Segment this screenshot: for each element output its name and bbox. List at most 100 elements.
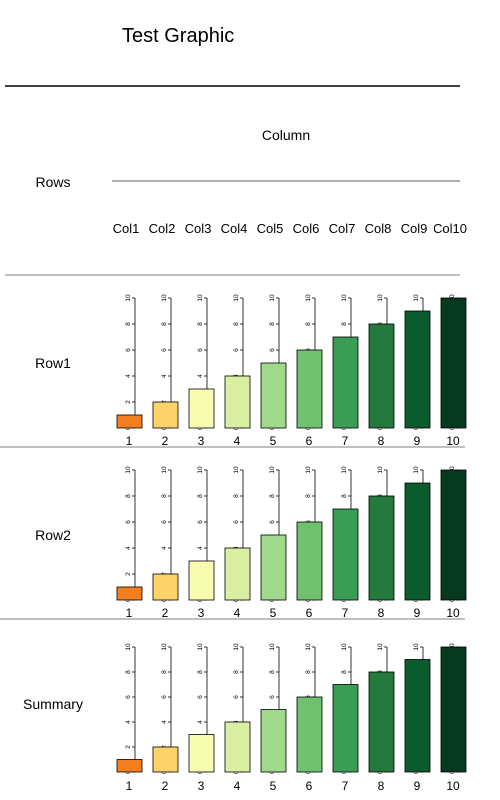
y-tick-label: 10	[125, 643, 132, 651]
y-tick-label: 10	[305, 466, 312, 474]
y-tick-label: 10	[269, 643, 276, 651]
y-tick-label: 6	[197, 348, 204, 352]
bar	[440, 646, 467, 773]
y-tick-label: 6	[161, 695, 168, 699]
bar	[188, 734, 215, 773]
x-tick-label: 3	[198, 606, 205, 620]
y-tick-label: 4	[125, 720, 132, 724]
bar	[404, 482, 431, 601]
y-tick-label: 6	[269, 695, 276, 699]
x-tick-label: 6	[306, 779, 313, 793]
bar	[440, 297, 467, 429]
y-tick-label: 10	[305, 294, 312, 302]
column-label: Col9	[401, 221, 428, 236]
column-label: Col8	[365, 221, 392, 236]
y-tick-label: 10	[161, 466, 168, 474]
y-tick-label: 8	[161, 670, 168, 674]
x-tick-label: 7	[342, 606, 349, 620]
column-label: Col4	[221, 221, 248, 236]
rows-header-title: Rows	[35, 174, 70, 190]
y-tick-label: 6	[269, 520, 276, 524]
column-label: Col1	[113, 221, 140, 236]
row-label: Row1	[35, 355, 71, 371]
y-tick-label: 10	[413, 294, 420, 302]
y-tick-label: 8	[305, 670, 312, 674]
y-tick-label: 8	[233, 670, 240, 674]
y-tick-label: 4	[161, 720, 168, 724]
x-tick-label: 1	[126, 606, 133, 620]
x-tick-label: 9	[414, 606, 421, 620]
x-tick-label: 1	[126, 434, 133, 448]
column-label: Col3	[185, 221, 212, 236]
bar	[260, 534, 287, 601]
row-label: Row2	[35, 527, 71, 543]
x-tick-label: 2	[162, 779, 169, 793]
y-tick-label: 2	[125, 572, 132, 576]
y-tick-label: 6	[233, 695, 240, 699]
x-tick-label: 2	[162, 606, 169, 620]
panel-summary: Summary024681010246810202468103024681040…	[23, 643, 467, 793]
bar	[404, 310, 431, 429]
x-tick-label: 6	[306, 606, 313, 620]
y-tick-label: 10	[269, 294, 276, 302]
x-tick-label: 5	[270, 606, 277, 620]
y-tick-label: 8	[341, 670, 348, 674]
y-tick-label: 10	[161, 294, 168, 302]
x-tick-label: 7	[342, 779, 349, 793]
y-tick-label: 4	[161, 546, 168, 550]
x-tick-label: 6	[306, 434, 313, 448]
y-tick-label: 6	[233, 348, 240, 352]
y-tick-label: 10	[125, 294, 132, 302]
y-tick-label: 4	[161, 374, 168, 378]
bar	[296, 521, 323, 601]
x-tick-label: 5	[270, 779, 277, 793]
y-tick-label: 6	[233, 520, 240, 524]
y-tick-label: 8	[197, 322, 204, 326]
x-tick-label: 10	[446, 434, 460, 448]
y-tick-label: 10	[269, 466, 276, 474]
y-tick-label: 6	[269, 348, 276, 352]
x-tick-label: 10	[446, 779, 460, 793]
panel-row2: Row2024681010246810202468103024681040246…	[0, 466, 467, 620]
bar	[260, 709, 287, 773]
y-tick-label: 6	[161, 520, 168, 524]
y-tick-label: 10	[341, 294, 348, 302]
y-tick-label: 10	[233, 466, 240, 474]
y-tick-label: 8	[161, 322, 168, 326]
y-tick-label: 10	[413, 466, 420, 474]
bar	[296, 696, 323, 773]
bar	[224, 375, 251, 429]
column-labels: Col1 Col2 Col3 Col4 Col5 Col6 Col7 Col8 Col9 Col1…	[113, 221, 467, 236]
y-tick-label: 10	[341, 643, 348, 651]
column-label: Col7	[329, 221, 356, 236]
column-header-title: Column	[262, 127, 310, 143]
y-tick-label: 10	[377, 466, 384, 474]
bar	[332, 336, 359, 429]
y-tick-label: 8	[161, 494, 168, 498]
bar	[440, 469, 467, 601]
page-title: Test Graphic	[122, 25, 235, 47]
y-tick-label: 8	[269, 322, 276, 326]
y-tick-label: 8	[125, 322, 132, 326]
x-tick-label: 9	[414, 779, 421, 793]
x-tick-label: 8	[378, 434, 385, 448]
y-tick-label: 4	[125, 374, 132, 378]
bar	[368, 671, 395, 773]
y-tick-label: 6	[197, 695, 204, 699]
x-tick-label: 3	[198, 434, 205, 448]
y-tick-label: 8	[125, 494, 132, 498]
y-tick-label: 10	[377, 294, 384, 302]
column-label: Col10	[433, 221, 467, 236]
y-tick-label: 10	[377, 643, 384, 651]
bar	[116, 759, 143, 773]
y-tick-label: 4	[197, 374, 204, 378]
y-tick-label: 8	[197, 494, 204, 498]
y-tick-label: 8	[341, 322, 348, 326]
y-tick-label: 2	[125, 745, 132, 749]
bar	[332, 684, 359, 773]
bar	[152, 746, 179, 773]
y-tick-label: 6	[161, 348, 168, 352]
y-tick-label: 10	[197, 466, 204, 474]
bar	[332, 508, 359, 601]
